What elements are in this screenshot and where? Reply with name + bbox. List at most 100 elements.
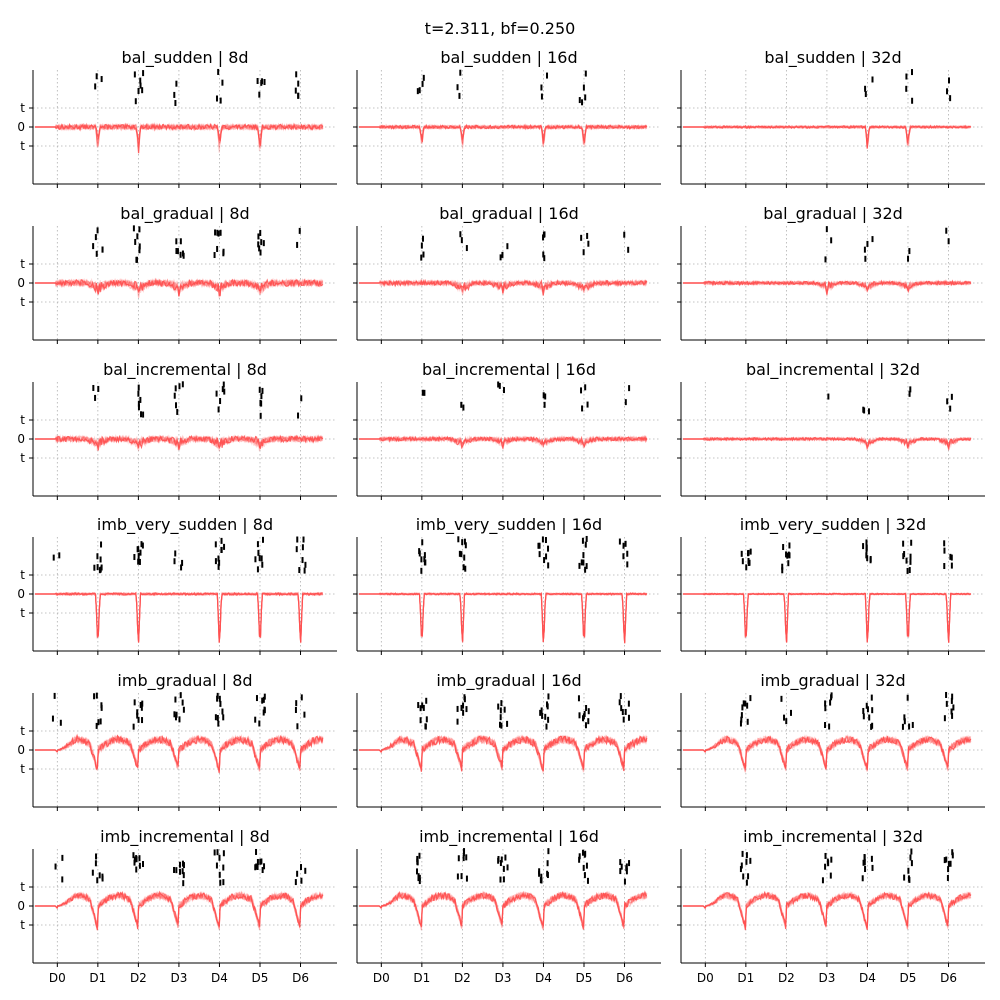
trace-series-0	[683, 592, 972, 643]
panel-7: bal_incremental | 16d	[353, 360, 661, 500]
detection-marker	[740, 550, 743, 557]
detection-marker	[178, 383, 181, 390]
detection-marker	[943, 540, 946, 547]
detection-marker	[214, 229, 217, 236]
detection-marker	[626, 550, 629, 557]
trace-series-5	[683, 436, 972, 450]
detection-marker	[499, 721, 502, 728]
trace-series-0	[35, 591, 323, 643]
trace-series-4	[359, 123, 648, 144]
trace-series-8	[683, 890, 972, 930]
trace-series-4	[359, 434, 648, 449]
detection-marker	[258, 386, 261, 393]
detection-marker	[824, 852, 827, 859]
trace-series-8	[683, 279, 972, 292]
detection-marker	[137, 553, 140, 560]
detection-marker	[462, 404, 465, 411]
trace-series-1	[683, 124, 971, 147]
trace-series-5	[683, 891, 972, 930]
panel-title: imb_very_sudden | 8d	[97, 515, 273, 535]
detection-marker	[139, 77, 142, 84]
detection-marker	[179, 868, 182, 875]
detection-marker	[137, 558, 140, 565]
trace-series-6	[359, 279, 647, 294]
detection-marker	[173, 392, 176, 399]
trace-series-6	[35, 122, 324, 149]
trace-series-2	[683, 890, 972, 930]
trace-series-8	[35, 590, 323, 644]
detection-marker	[417, 702, 420, 709]
panel-2: bal_sudden | 32d	[677, 48, 985, 188]
detection-marker	[584, 94, 587, 101]
trace-series-5	[359, 279, 648, 295]
x-tick-label: D1	[413, 971, 430, 985]
detection-marker	[907, 875, 910, 882]
detection-marker	[141, 700, 144, 707]
detection-marker	[214, 558, 217, 565]
detection-marker	[910, 860, 913, 867]
detection-marker	[905, 73, 908, 80]
trace-series-5	[683, 279, 971, 297]
detection-marker	[824, 705, 827, 712]
trace-series-2	[359, 434, 648, 447]
detection-marker	[746, 718, 749, 725]
figure-suptitle: t=2.311, bf=0.250	[425, 19, 576, 38]
detection-marker	[949, 860, 952, 867]
detection-marker	[460, 873, 463, 880]
detection-marker	[173, 91, 176, 98]
detection-marker	[174, 385, 177, 392]
detection-marker	[910, 539, 913, 546]
trace-series-4	[35, 433, 323, 451]
detection-marker	[92, 243, 95, 250]
detection-marker	[142, 70, 145, 77]
detection-marker	[418, 548, 421, 555]
detection-marker	[421, 80, 424, 87]
detection-marker	[781, 563, 784, 570]
x-tick-label: D2	[454, 971, 471, 985]
detection-marker	[497, 857, 500, 864]
detection-marker	[182, 706, 185, 713]
detection-marker	[582, 84, 585, 91]
trace-series-3	[359, 435, 648, 451]
trace-series-5	[683, 734, 971, 772]
trace-series-3	[35, 734, 324, 773]
x-tick-label: D5	[576, 971, 593, 985]
detection-marker	[578, 712, 581, 719]
trace-series-7	[359, 890, 648, 929]
detection-marker	[302, 536, 305, 543]
detection-marker	[581, 405, 584, 412]
detection-marker	[620, 705, 623, 712]
detection-marker	[749, 857, 752, 864]
detection-marker	[59, 719, 62, 726]
detection-marker	[619, 693, 622, 700]
detection-marker	[261, 536, 264, 543]
detection-marker	[420, 556, 423, 563]
panel-10: imb_very_sudden | 16d	[353, 515, 661, 655]
detection-marker	[952, 704, 955, 711]
detection-marker	[465, 854, 468, 861]
detection-marker	[263, 863, 266, 870]
detection-marker	[748, 559, 751, 566]
detection-marker	[825, 226, 828, 233]
panel-16: D0 D1 D2 D3 D4 D5 D6 imb_incremental | 16d	[353, 827, 661, 985]
trace-series-8	[683, 734, 972, 773]
trace-series-6	[359, 890, 648, 929]
trace-series-6	[683, 279, 972, 294]
detection-marker	[949, 553, 952, 560]
detection-marker	[421, 702, 424, 709]
detection-marker	[137, 400, 140, 407]
detection-marker	[497, 703, 500, 710]
detection-marker	[464, 542, 467, 549]
trace-series-6	[683, 734, 972, 773]
trace-series-5	[35, 890, 324, 930]
detection-marker	[783, 714, 786, 721]
y-tick-label: 0	[17, 587, 25, 601]
y-tick-label: 0	[17, 432, 25, 446]
detection-marker	[740, 716, 743, 723]
trace-series-7	[35, 890, 324, 931]
trace-series-6	[683, 891, 972, 929]
trace-series-3	[683, 279, 972, 293]
detection-marker	[142, 411, 145, 418]
detection-marker	[499, 254, 502, 261]
detection-marker	[906, 694, 909, 701]
